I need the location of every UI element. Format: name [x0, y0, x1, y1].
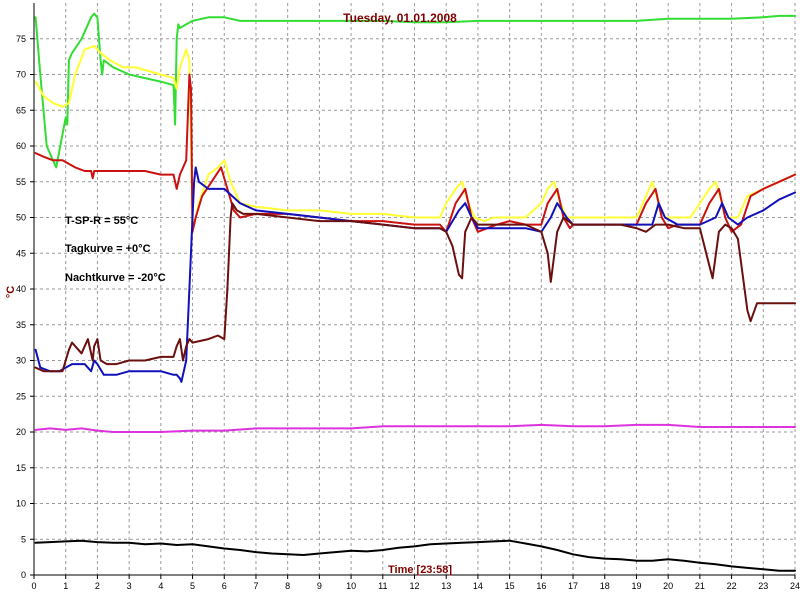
- x-tick-label-7: 7: [253, 581, 258, 591]
- x-tick-label-5: 5: [190, 581, 195, 591]
- annotation-nachtkurve: Nachtkurve = -20°C: [65, 272, 166, 284]
- x-tick-label-8: 8: [285, 581, 290, 591]
- y-tick-label-2: 10: [16, 499, 26, 509]
- x-tick-label-0: 0: [31, 581, 36, 591]
- y-tick-label-9: 45: [16, 248, 26, 258]
- chart-title: Tuesday, 01.01.2008: [343, 11, 457, 25]
- x-tick-label-22: 22: [727, 581, 737, 591]
- x-tick-label-19: 19: [631, 581, 641, 591]
- y-tick-label-1: 5: [21, 534, 26, 544]
- annotation-tagkurve: Tagkurve = +0°C: [65, 243, 151, 255]
- x-tick-label-9: 9: [317, 581, 322, 591]
- x-tick-label-13: 13: [441, 581, 451, 591]
- y-tick-label-13: 65: [16, 105, 26, 115]
- x-tick-label-1: 1: [63, 581, 68, 591]
- axes: 0 1 2 3 4 5 6 7 8 9 10 11 12 13 14 15 16 17 18 19 20 21 22 23 24…: [16, 3, 800, 591]
- x-tick-label-11: 11: [378, 581, 387, 591]
- x-tick-label-24: 24: [790, 581, 800, 591]
- series-line-4: [34, 202, 796, 373]
- y-tick-label-15: 75: [16, 34, 26, 44]
- x-tick-label-4: 4: [158, 581, 163, 591]
- y-tick-label-11: 55: [16, 177, 26, 187]
- y-tick-label-7: 35: [16, 320, 26, 330]
- x-tick-label-10: 10: [346, 581, 356, 591]
- series-line-6: [34, 539, 796, 572]
- x-tick-label-16: 16: [536, 581, 546, 591]
- y-axis-title: °C: [5, 286, 17, 298]
- series-line-1: [34, 44, 796, 226]
- series-line-2: [34, 73, 796, 233]
- y-tick-label-12: 60: [16, 141, 26, 151]
- x-tick-label-6: 6: [222, 581, 227, 591]
- x-axis-title: Time [23:58]: [388, 564, 452, 576]
- y-tick-label-0: 0: [21, 570, 26, 580]
- y-tick-label-14: 70: [16, 70, 26, 80]
- x-tick-label-15: 15: [505, 581, 515, 591]
- x-tick-label-12: 12: [409, 581, 419, 591]
- y-tick-label-8: 40: [16, 284, 26, 294]
- x-tick-label-2: 2: [95, 581, 100, 591]
- series-line-0: [34, 12, 796, 169]
- y-tick-label-4: 20: [16, 427, 26, 437]
- y-tick-label-5: 25: [16, 391, 26, 401]
- series-group: [34, 12, 796, 572]
- annotation-t-sp-r: T-SP-R = 55°C: [65, 215, 138, 227]
- x-tick-label-23: 23: [758, 581, 768, 591]
- x-tick-label-14: 14: [473, 581, 483, 591]
- text-group: Tuesday, 01.01.2008 Time [23:58] °C T-SP…: [5, 11, 457, 576]
- y-tick-label-3: 15: [16, 463, 26, 473]
- x-tick-label-21: 21: [695, 581, 705, 591]
- x-tick-label-20: 20: [663, 581, 673, 591]
- series-line-5: [34, 423, 796, 433]
- y-tick-label-6: 30: [16, 356, 26, 366]
- y-tick-label-10: 50: [16, 213, 26, 223]
- x-tick-label-17: 17: [568, 581, 578, 591]
- x-tick-label-18: 18: [600, 581, 610, 591]
- x-tick-label-3: 3: [127, 581, 132, 591]
